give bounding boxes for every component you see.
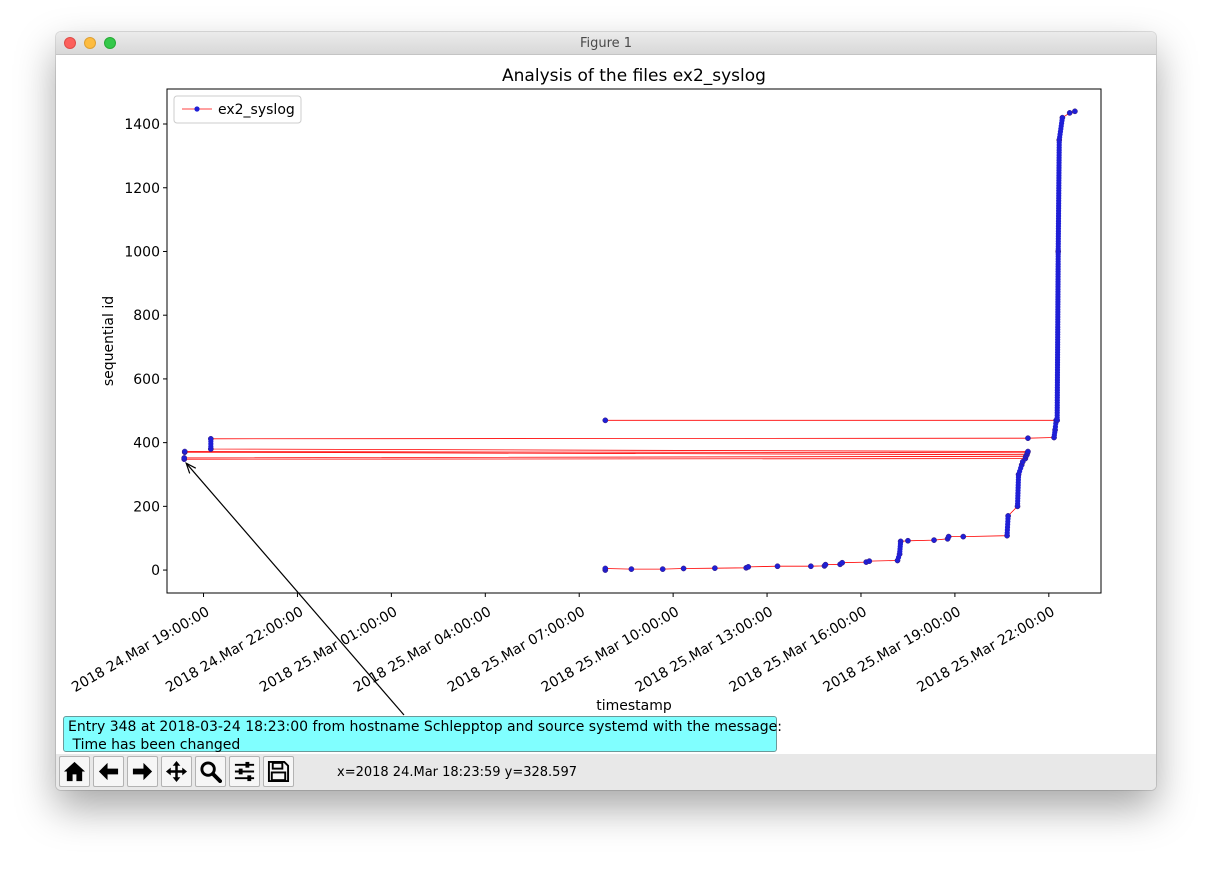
y-tick-label: 1200: [124, 181, 160, 197]
y-tick-label: 200: [133, 499, 160, 515]
back-button[interactable]: [93, 756, 124, 787]
y-tick-label: 0: [151, 563, 160, 579]
legend: ex2_syslog: [173, 95, 302, 124]
configure-subplots-button[interactable]: [229, 756, 260, 787]
navigation-toolbar: x=2018 24.Mar 18:23:59 y=328.597: [56, 754, 1156, 790]
data-point: [960, 533, 967, 540]
data-point: [1018, 465, 1024, 471]
minimize-window-button[interactable]: [84, 37, 96, 49]
series-line-ex2_syslog: [183, 110, 1076, 571]
data-point: [712, 565, 718, 572]
sliders-icon: [234, 761, 255, 782]
data-point: [1025, 435, 1031, 442]
annotation-arrow-head: [185, 461, 197, 474]
data-point: [808, 563, 814, 570]
data-point: [1072, 108, 1078, 115]
y-tick-label: 1000: [124, 244, 160, 260]
data-point: [1055, 251, 1061, 257]
legend-marker-swatch: [194, 106, 200, 112]
window-title: Figure 1: [579, 36, 633, 51]
title-bar[interactable]: Figure 1: [56, 32, 1156, 55]
pan-button[interactable]: [161, 756, 192, 787]
data-point: [628, 566, 635, 572]
data-point: [659, 566, 666, 572]
annotation-tooltip: Entry 348 at 2018-03-24 18:23:00 from ho…: [63, 716, 782, 753]
data-point: [1025, 448, 1031, 455]
y-tick-label: 600: [133, 372, 160, 388]
close-window-button[interactable]: [64, 37, 76, 49]
y-tick-label: 400: [133, 436, 160, 452]
annotation-text-line2: Time has been changed: [68, 737, 241, 753]
data-point: [1015, 474, 1022, 480]
data-point: [181, 455, 188, 461]
data-point: [945, 533, 952, 540]
legend-label: ex2_syslog: [218, 102, 295, 118]
annotation-text-line1: Entry 348 at 2018-03-24 18:23:00 from ho…: [68, 719, 782, 735]
data-point: [931, 537, 937, 543]
axes-frame: [166, 88, 1102, 594]
data-point: [602, 565, 609, 572]
data-point: [1066, 110, 1073, 116]
zoom-button[interactable]: [195, 756, 226, 787]
data-point: [181, 448, 188, 455]
forward-button[interactable]: [127, 756, 158, 787]
data-point: [866, 558, 873, 564]
figure-window: Figure 1 Analysis of the files ex2_syslo…: [56, 32, 1156, 790]
floppy-disk-icon: [267, 760, 290, 783]
arrow-left-icon: [98, 762, 119, 781]
data-point: [822, 561, 829, 568]
data-point: [905, 537, 911, 544]
data-point: [1056, 139, 1062, 146]
data-point: [839, 559, 846, 566]
magnifier-icon: [200, 761, 222, 783]
chart-title: Analysis of the files ex2_syslog: [502, 66, 766, 86]
annotation-arrow-line: [185, 462, 405, 716]
data-point: [774, 563, 781, 570]
move-icon: [165, 760, 188, 783]
home-icon: [63, 761, 86, 782]
data-point: [895, 554, 902, 560]
data-point: [1059, 117, 1065, 124]
x-axis-label: timestamp: [596, 698, 672, 714]
data-point: [602, 417, 609, 424]
y-axis-label: sequential id: [101, 296, 117, 386]
y-tick-label: 1400: [124, 117, 160, 133]
figure-canvas[interactable]: Analysis of the files ex2_syslog timestam…: [56, 55, 1156, 755]
data-point: [897, 541, 904, 547]
data-point: [680, 565, 687, 572]
data-point: [745, 564, 752, 570]
legend-box: [173, 95, 302, 124]
home-button[interactable]: [59, 756, 90, 787]
data-point: [208, 438, 214, 444]
y-tick-label: 800: [133, 308, 160, 324]
arrow-right-icon: [132, 762, 153, 781]
maximize-window-button[interactable]: [104, 37, 116, 49]
data-point: [1005, 516, 1011, 522]
data-point: [1052, 429, 1058, 436]
save-button[interactable]: [263, 756, 294, 787]
cursor-coordinates: x=2018 24.Mar 18:23:59 y=328.597: [337, 765, 577, 780]
